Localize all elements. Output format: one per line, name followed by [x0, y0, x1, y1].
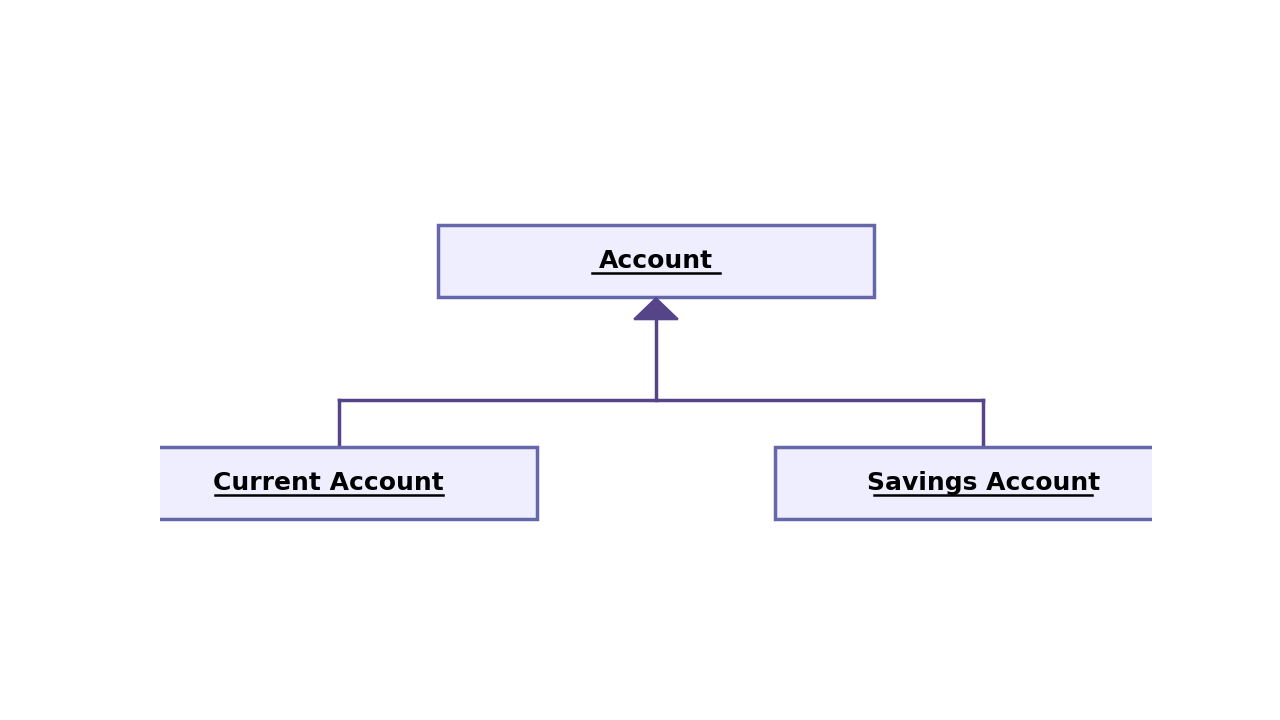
Text: Current Account: Current Account: [214, 471, 444, 495]
Polygon shape: [634, 298, 678, 319]
Text: Savings Account: Savings Account: [867, 471, 1100, 495]
FancyBboxPatch shape: [438, 225, 874, 297]
FancyBboxPatch shape: [120, 446, 538, 519]
Text: Account: Account: [599, 249, 713, 273]
FancyBboxPatch shape: [776, 446, 1192, 519]
